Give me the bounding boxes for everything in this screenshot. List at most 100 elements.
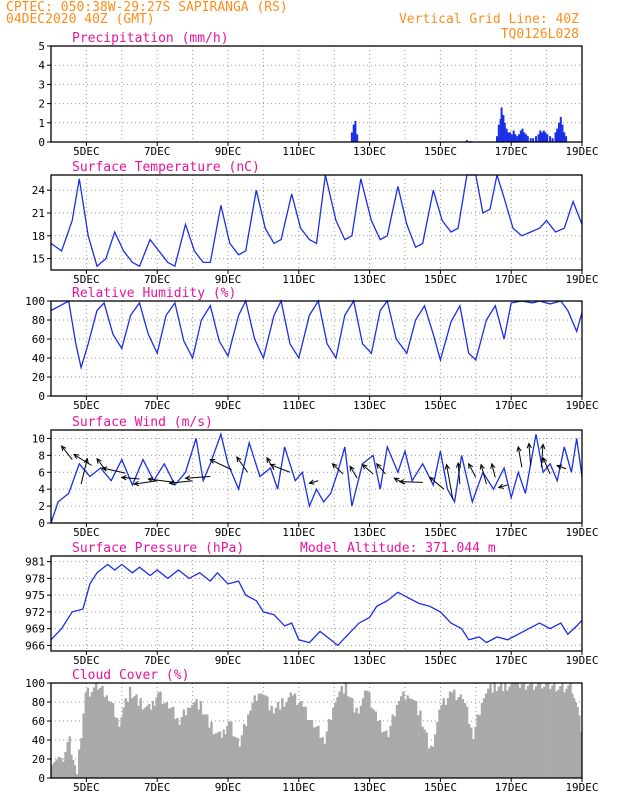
wind-arrow-head: [269, 463, 276, 469]
y-tick-label: 975: [25, 589, 45, 602]
x-tick-label: 19DEC: [565, 654, 598, 667]
precipitation-frame: [50, 45, 583, 143]
x-tick-label: 13DEC: [353, 399, 386, 412]
x-tick-label: 5DEC: [73, 399, 100, 412]
wind-arrow: [557, 465, 567, 470]
wind-arrow: [236, 456, 248, 473]
temperature-frame: [50, 174, 583, 271]
cloud-cover-bar: [417, 715, 420, 778]
cloud-cover-bar: [541, 688, 544, 778]
cloud-cover-bar: [228, 721, 231, 778]
wind-arrow: [517, 446, 523, 468]
cloud-cover-bar: [143, 707, 147, 778]
wind-arrow-head: [428, 476, 435, 483]
precip-bar: [529, 138, 532, 142]
precip-bar: [563, 132, 566, 142]
precip-bar: [526, 136, 529, 142]
cloud-cover-bar: [75, 774, 79, 778]
precip-bar: [497, 124, 500, 142]
precip-bar: [525, 134, 528, 142]
cloud-cover-bar: [555, 691, 558, 778]
y-tick-label: 60: [32, 715, 45, 728]
cloud-cover-bar: [302, 706, 305, 779]
cloud-cover-bar: [264, 695, 267, 778]
cloud-cover-bar: [499, 683, 503, 778]
wind-series-line: [50, 431, 583, 524]
cloud-cover-bar: [84, 692, 87, 778]
cloud-cover-bar: [118, 726, 121, 778]
cloud-cover-bar: [133, 696, 136, 778]
wind-arrow: [309, 480, 319, 484]
y-tick-label: 100: [25, 295, 45, 308]
cloud-cover-bar: [157, 692, 160, 778]
cloud-cover-bar: [234, 737, 237, 778]
y-tick-label: 40: [32, 352, 45, 365]
precip-bar: [503, 122, 506, 142]
cloud-cover-bar: [518, 687, 522, 779]
precip-bar: [535, 136, 537, 142]
cloud-cover-bar: [203, 714, 207, 778]
cloud-cover-bar: [210, 722, 213, 778]
wind-arrow: [491, 463, 496, 478]
y-tick-label: 60: [32, 333, 45, 346]
x-tick-label: 15DEC: [424, 654, 457, 667]
cloud-cover-bar: [344, 683, 348, 778]
cloud-cover-bar: [262, 694, 265, 778]
cloud-cover-bar: [412, 700, 416, 778]
cloud-cover-bar: [230, 722, 233, 778]
wind-arrow: [480, 464, 487, 485]
wind-arrow: [542, 457, 551, 475]
wind-arrow-head: [60, 445, 67, 452]
y-tick-label: 978: [25, 572, 45, 585]
precip-bar: [516, 136, 519, 142]
y-tick-label: 3: [38, 78, 45, 91]
cloud-cover-bar: [493, 683, 496, 778]
x-tick-label: 17DEC: [495, 145, 528, 158]
cloud-cover-bar: [510, 683, 513, 778]
wind-arrow-head: [349, 465, 355, 472]
cloud-cover-bar: [485, 693, 488, 778]
precip-bar: [541, 132, 543, 142]
precip-bar: [556, 128, 559, 142]
cloud-cover-bar: [184, 715, 188, 778]
cloud-cover-bar: [532, 689, 536, 778]
precip-bar: [539, 130, 542, 142]
wind-arrow: [376, 463, 386, 475]
cloud-cover-bar: [208, 727, 211, 778]
cloud-cover-bar: [172, 706, 175, 779]
cloud-cover-bar: [296, 704, 299, 778]
cloud-cover-bar: [578, 715, 581, 778]
x-tick-label: 9DEC: [215, 781, 242, 794]
wind-arrow-head: [236, 456, 242, 463]
cloud-cover-bar: [236, 738, 239, 778]
cloud-cover-bar: [53, 762, 56, 778]
cloud-cover-bar: [180, 717, 183, 778]
cloud-cover-bar: [212, 734, 215, 778]
cloud-cover-bar: [338, 691, 341, 778]
cloud-cover-bar: [319, 738, 322, 778]
cloud-cover-bar: [124, 698, 127, 778]
cloud-cover-bar: [178, 724, 181, 778]
cloud-cover-bar: [436, 722, 439, 778]
cloud-cover-bar: [545, 683, 548, 778]
cloud-cover-bar: [446, 698, 450, 778]
cloud-cover-bar: [206, 714, 209, 778]
header-grid-line-note: Vertical Grid Line: 40Z: [399, 12, 579, 27]
wind-arrow: [468, 463, 477, 478]
cloud-cover-bar: [463, 703, 467, 778]
y-tick-label: 15: [32, 253, 45, 266]
y-tick-label: 6: [38, 466, 45, 479]
cloud-cover-bar: [421, 726, 424, 778]
cloud-cover-bar: [247, 714, 250, 778]
wind-arrow: [102, 467, 126, 474]
cloud-cover-bar: [90, 692, 94, 778]
wind-arrow: [61, 445, 73, 460]
cloud-cover-bar: [189, 707, 192, 778]
wind-arrow-head: [490, 462, 496, 469]
y-tick-label: 0: [38, 136, 45, 149]
humidity-series-line: [50, 299, 583, 371]
cloud-cover-bar: [289, 692, 292, 778]
x-tick-label: 15DEC: [424, 145, 457, 158]
cloud-cover-bar: [361, 698, 365, 778]
cloud-cover-bar: [474, 726, 477, 778]
